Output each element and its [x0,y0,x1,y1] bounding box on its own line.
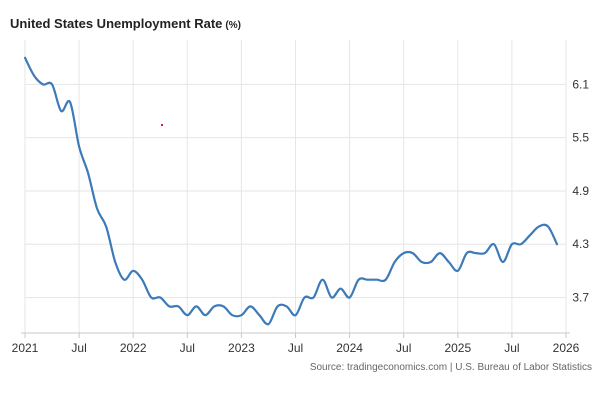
tick-label-layer: 2021 Jul 2022 Jul 2023 Jul 2024 Jul 2025 Jul 2026 3… [12,77,590,355]
axis-layer [21,332,570,338]
y-tick-label: 5.5 [572,131,589,145]
x-tick-label: 2021 [12,341,39,355]
y-tick-label: 3.7 [572,290,589,304]
chart-title: United States Unemployment Rate (%) [10,16,241,31]
x-tick-label: Jul [288,341,303,355]
y-tick-label: 4.3 [572,237,589,251]
x-tick-label: 2023 [228,341,255,355]
x-tick-label: 2022 [120,341,147,355]
grid-layer [24,40,567,333]
x-tick-label: Jul [396,341,411,355]
x-tick-label: Jul [504,341,519,355]
x-tick-label: Jul [71,341,86,355]
series-layer [23,56,559,326]
x-tick-label: 2024 [336,341,363,355]
hover-marker [161,124,163,126]
x-tick-label: 2026 [553,341,580,355]
chart-title-text: United States Unemployment Rate [10,16,223,31]
chart-title-unit: (%) [225,20,241,31]
y-tick-label: 6.1 [572,77,589,91]
x-tick-label: Jul [180,341,195,355]
source-credit: Source: tradingeconomics.com | U.S. Bure… [309,362,592,373]
unemployment-rate-series-line [23,56,559,326]
x-tick-label: 2025 [444,341,471,355]
y-tick-label: 4.9 [572,184,589,198]
